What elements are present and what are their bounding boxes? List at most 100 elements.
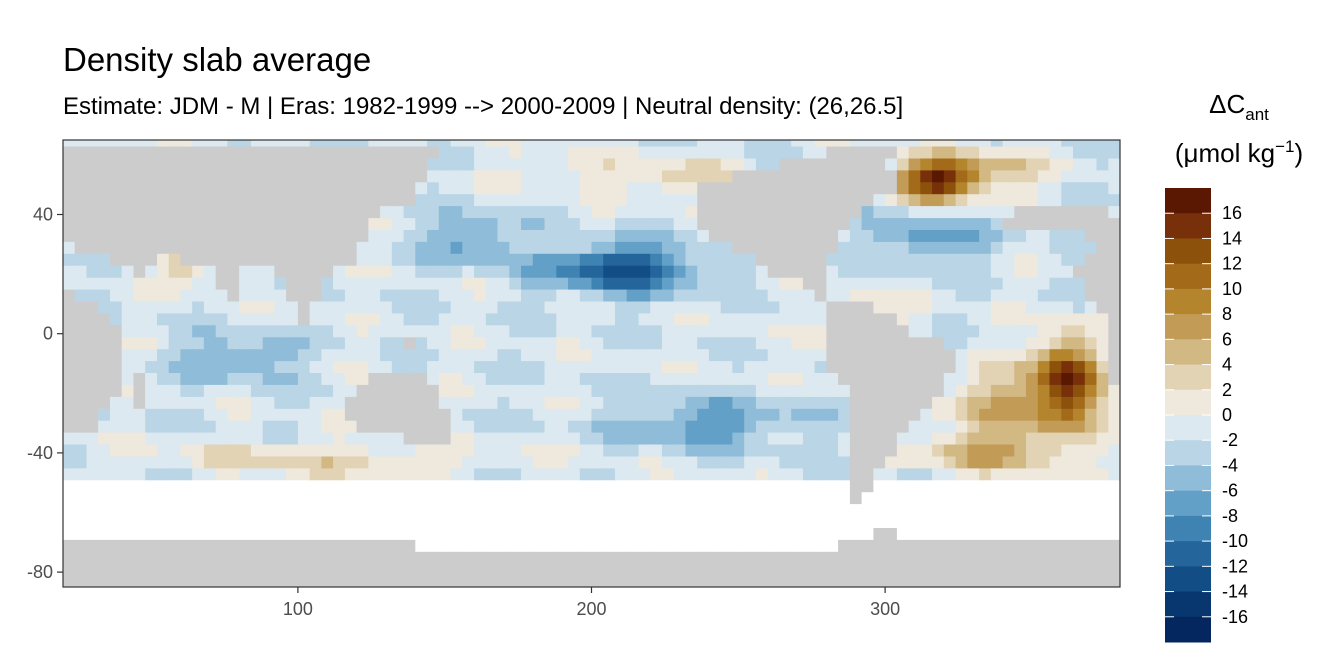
heatmap-cell [638,140,651,147]
heatmap-cell [380,157,393,171]
heatmap-cell [885,289,898,302]
heatmap-cell [767,229,780,242]
heatmap-cell [979,455,992,469]
heatmap-cell [274,217,287,230]
heatmap-cell [1073,169,1086,183]
heatmap-cell [438,265,452,278]
heatmap-cell [1002,169,1015,183]
heatmap-cell [309,575,322,587]
heatmap-cell [1002,157,1015,171]
heatmap-cell [814,146,827,159]
heatmap-cell [814,169,827,183]
heatmap-cell [908,432,921,445]
heatmap-cell [403,515,416,528]
heatmap-cell [1002,324,1015,338]
heatmap-cell [427,193,440,207]
heatmap-cell [1061,360,1074,373]
heatmap-cell [708,140,722,147]
heatmap-cell [979,169,992,183]
heatmap-cell [744,289,757,302]
heatmap-cell [591,408,604,421]
heatmap-cell [662,277,675,290]
heatmap-cell [873,360,886,373]
heatmap-cell [462,408,475,421]
heatmap-cell [873,396,886,409]
heatmap-cell [544,241,557,254]
heatmap-cell [662,360,675,373]
heatmap-cell [1014,539,1027,552]
heatmap-cell [544,420,557,433]
heatmap-cell [673,360,686,373]
heatmap-cell [638,408,651,421]
heatmap-cell [932,551,945,564]
legend-title-sub: ant [1245,105,1269,124]
heatmap-cell [438,503,452,517]
heatmap-cell [192,551,205,564]
heatmap-cell [262,336,275,350]
heatmap-cell [826,539,839,552]
heatmap-cell [802,563,816,576]
heatmap-cell [896,467,910,481]
heatmap-cell [180,265,193,278]
heatmap-cell [744,527,757,540]
heatmap-cell [955,205,968,219]
heatmap-cell [1002,140,1015,147]
heatmap-cell [791,444,804,457]
heatmap-cell [579,455,593,469]
heatmap-cell [591,467,604,481]
heatmap-cell [274,300,287,314]
heatmap-cell [955,241,968,254]
heatmap-cell [885,455,898,469]
heatmap-cell [885,253,898,266]
heatmap-cell [1061,491,1074,505]
heatmap-cell [368,479,381,493]
heatmap-cell [462,253,475,266]
heatmap-cell [286,241,299,254]
heatmap-cell [943,169,957,183]
heatmap-cell [145,408,158,421]
heatmap-cell [626,503,639,517]
heatmap-cell [509,193,522,207]
heatmap-cell [86,193,99,207]
heatmap-cell [110,444,123,457]
heatmap-cell [1049,324,1062,338]
heatmap-cell [873,229,886,242]
heatmap-cell [1014,396,1027,409]
legend-tick-label: -2 [1222,430,1238,450]
heatmap-cell [110,157,123,171]
heatmap-cell [250,503,264,517]
heatmap-cell [990,300,1004,314]
heatmap-cell [532,181,546,195]
heatmap-cell [286,157,299,171]
heatmap-cell [932,348,945,362]
heatmap-cell [685,396,698,409]
heatmap-cell [1108,479,1120,493]
heatmap-cell [662,527,675,540]
heatmap-cell [615,551,628,564]
heatmap-cell [1084,455,1098,469]
heatmap-cell [920,146,933,159]
heatmap-cell [556,348,569,362]
heatmap-cell [297,503,311,517]
heatmap-cell [708,265,722,278]
heatmap-cell [1049,372,1062,385]
heatmap-cell [708,503,722,517]
heatmap-cell [110,455,123,469]
heatmap-cell [732,336,745,350]
heatmap-cell [802,503,816,517]
heatmap-cell [297,181,311,195]
heatmap-cell [509,408,522,421]
heatmap-cell [1014,289,1027,302]
heatmap-cell [568,253,581,266]
heatmap-cell [932,539,945,552]
heatmap-cell [74,324,87,338]
heatmap-cell [920,205,933,219]
heatmap-cell [755,217,769,230]
heatmap-cell [1108,539,1120,552]
heatmap-cell [638,181,651,195]
heatmap-cell [391,408,405,421]
legend-swatch [1165,314,1211,340]
heatmap-cell [755,312,769,326]
heatmap-cell [838,408,851,421]
heatmap-cell [415,348,428,362]
